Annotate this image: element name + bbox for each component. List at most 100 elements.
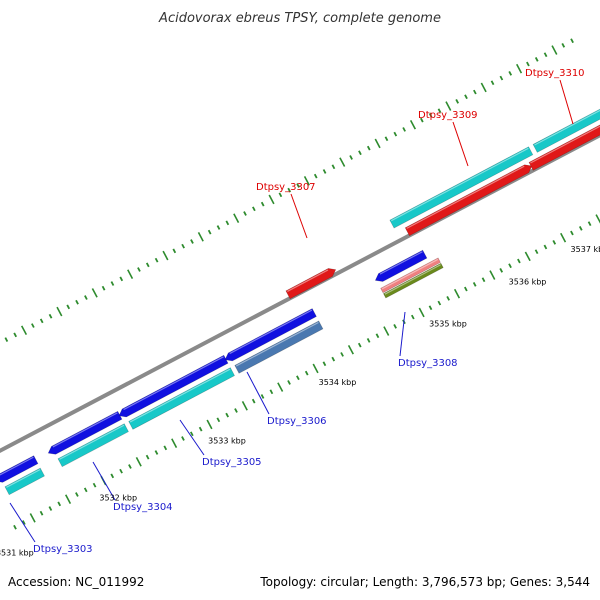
tick-mark xyxy=(517,258,521,264)
kbp-label: 3537 kbp xyxy=(571,245,600,254)
label-leader xyxy=(452,121,469,167)
tick-mark xyxy=(464,286,468,292)
tick-mark xyxy=(366,338,371,343)
tick-mark xyxy=(366,145,371,151)
tick-mark xyxy=(524,251,531,262)
tick-mark xyxy=(287,187,292,193)
label-leader xyxy=(290,193,308,239)
tick-mark xyxy=(357,342,362,348)
tick-mark xyxy=(190,239,194,244)
tick-mark xyxy=(137,267,141,272)
tick-mark xyxy=(154,257,159,263)
tick-mark xyxy=(181,243,185,249)
gene-bar-minus-highlight xyxy=(59,424,125,460)
tick-mark xyxy=(241,401,248,411)
tick-mark xyxy=(171,438,178,448)
tick-mark xyxy=(534,57,539,62)
accession-text: Accession: NC_011992 xyxy=(8,575,144,589)
tick-mark xyxy=(437,300,442,306)
tick-mark xyxy=(499,75,504,81)
tick-mark xyxy=(570,230,574,236)
gene-labels: Dtpsy_3303 Dtpsy_3304 Dtpsy_3305 Dtpsy_3306… xyxy=(33,68,585,555)
tick-mark xyxy=(252,206,256,212)
gene-bar-plus-highlight xyxy=(534,109,600,146)
tick-mark xyxy=(375,333,380,339)
tick-mark xyxy=(225,220,230,226)
tick-mark xyxy=(313,173,318,179)
tick-mark xyxy=(303,176,310,186)
rna-bar xyxy=(380,257,441,294)
tick-mark xyxy=(480,82,487,93)
tick-mark xyxy=(172,248,177,254)
kbp-label: 3536 kbp xyxy=(509,278,547,287)
cds-arrow-minus-highlight xyxy=(0,456,34,476)
tick-mark xyxy=(570,38,574,44)
tick-mark xyxy=(48,506,53,511)
tick-mark xyxy=(198,426,203,432)
cds-arrow-minus xyxy=(374,249,428,282)
tick-mark xyxy=(304,370,309,376)
tick-mark xyxy=(110,281,115,286)
gene-label: Dtpsy_3304 xyxy=(113,502,173,513)
tick-mark xyxy=(560,232,567,243)
gene-bar-plus xyxy=(532,108,600,153)
tick-mark xyxy=(135,457,142,467)
label-leader xyxy=(399,311,406,357)
tick-mark xyxy=(119,468,123,474)
label-leaders xyxy=(9,79,574,543)
tick-mark xyxy=(181,436,185,441)
tick-mark xyxy=(75,492,79,497)
tick-mark xyxy=(481,277,486,283)
tick-mark xyxy=(331,164,336,170)
tick-mark xyxy=(455,99,460,104)
gene-bar-minus-highlight xyxy=(129,368,231,423)
cds-arrow-minus-highlight xyxy=(229,309,313,355)
tick-mark xyxy=(233,213,240,223)
tick-mark xyxy=(322,361,327,367)
gene-bar-plus xyxy=(389,146,534,229)
tick-mark xyxy=(393,131,398,137)
gene-label: Dtpsy_3309 xyxy=(418,110,478,121)
tick-mark xyxy=(489,270,496,280)
tick-mark xyxy=(419,117,424,123)
tick-mark xyxy=(251,398,256,404)
kbp-label: 3531 kbp xyxy=(0,548,34,557)
tick-mark xyxy=(473,89,477,95)
tick-mark xyxy=(92,482,97,488)
tick-mark xyxy=(445,101,452,111)
gene-bar-minus xyxy=(128,367,235,430)
gene-bar-minus-highlight xyxy=(6,469,41,488)
tick-mark xyxy=(287,380,291,385)
tick-mark xyxy=(56,306,63,317)
rna-bar xyxy=(383,262,444,299)
gene-bar-minus-highlight xyxy=(235,321,319,367)
tick-mark xyxy=(163,445,168,451)
gene-label: Dtpsy_3305 xyxy=(202,457,262,468)
tick-mark xyxy=(516,63,523,74)
tick-mark xyxy=(437,108,442,114)
gene-bar-plus-highlight xyxy=(391,147,529,222)
tick-mark xyxy=(216,225,221,230)
tick-mark xyxy=(543,244,548,250)
feature-tracks xyxy=(0,108,600,496)
tick-mark xyxy=(260,394,265,399)
tick-mark xyxy=(91,288,98,298)
tick-mark xyxy=(410,314,415,320)
cds-arrow-plus xyxy=(285,268,337,300)
tick-mark xyxy=(543,52,548,58)
tick-mark xyxy=(101,285,106,291)
cds-arrow-plus-highlight xyxy=(287,269,329,292)
label-leader xyxy=(246,371,270,415)
tick-mark xyxy=(29,513,36,523)
tick-mark xyxy=(39,318,44,324)
tick-mark xyxy=(75,299,79,305)
cds-arrow-minus xyxy=(224,308,317,362)
tick-mark xyxy=(83,487,88,493)
tick-mark xyxy=(206,419,213,430)
tick-mark xyxy=(234,408,238,413)
tick-mark xyxy=(358,150,362,156)
tick-mark xyxy=(526,61,530,67)
tick-mark xyxy=(110,473,115,479)
tick-mark xyxy=(561,43,566,48)
